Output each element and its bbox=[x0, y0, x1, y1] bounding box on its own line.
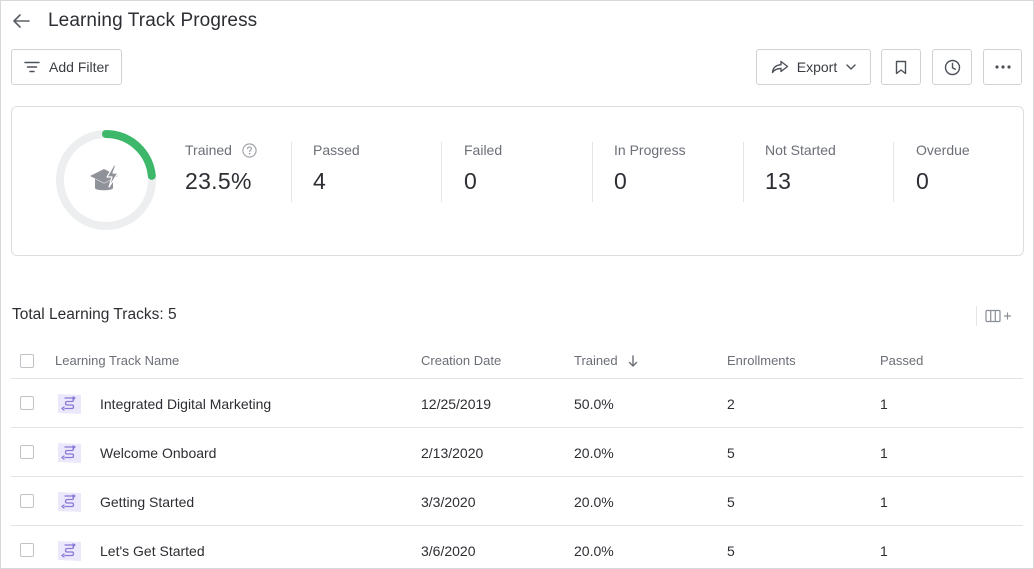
stat-label: In Progress bbox=[614, 142, 686, 158]
table-row[interactable]: Let's Get Started 3/6/2020 20.0% 5 1 bbox=[11, 526, 1023, 568]
back-button[interactable] bbox=[11, 11, 31, 31]
trained-percent: 20.0% bbox=[574, 543, 614, 559]
stat-value: 0 bbox=[614, 168, 628, 194]
enrollments-count: 5 bbox=[727, 494, 735, 510]
column-header-creation-date[interactable]: Creation Date bbox=[421, 353, 502, 368]
learning-track-icon bbox=[58, 541, 81, 561]
creation-date: 3/6/2020 bbox=[421, 543, 476, 559]
stat-overdue: Overdue 0 bbox=[916, 142, 970, 206]
schedule-button[interactable] bbox=[932, 49, 972, 85]
column-header-enrollments[interactable]: Enrollments bbox=[727, 353, 796, 368]
passed-count: 1 bbox=[880, 445, 888, 461]
more-options-button[interactable] bbox=[983, 49, 1022, 85]
arrow-left-icon bbox=[13, 14, 30, 28]
stat-label: Failed bbox=[464, 142, 503, 158]
stat-not-started: Not Started 13 bbox=[765, 142, 836, 206]
trained-percent: 20.0% bbox=[574, 445, 614, 461]
stat-in-progress: In Progress 0 bbox=[614, 142, 686, 206]
row-checkbox[interactable] bbox=[20, 396, 34, 410]
add-filter-button[interactable]: Add Filter bbox=[11, 49, 122, 85]
stat-label: Overdue bbox=[916, 142, 970, 158]
creation-date: 12/25/2019 bbox=[421, 396, 492, 412]
stat-label: Passed bbox=[313, 142, 360, 158]
passed-count: 1 bbox=[880, 396, 888, 412]
toolbar-divider bbox=[976, 306, 977, 326]
enrollments-count: 5 bbox=[727, 445, 735, 461]
stat-value: 4 bbox=[313, 168, 327, 194]
chevron-down-icon bbox=[846, 64, 856, 70]
stat-value: 23.5% bbox=[185, 168, 252, 194]
learning-track-icon bbox=[58, 394, 81, 414]
trained-percent: 20.0% bbox=[574, 494, 614, 510]
column-header-passed[interactable]: Passed bbox=[880, 353, 924, 368]
stat-divider bbox=[893, 142, 894, 202]
export-button[interactable]: Export bbox=[756, 49, 871, 85]
page-title: Learning Track Progress bbox=[48, 10, 258, 31]
trained-progress-ring bbox=[56, 130, 156, 230]
share-arrow-icon bbox=[771, 60, 788, 74]
add-column-button[interactable] bbox=[985, 306, 1015, 326]
track-name[interactable]: Getting Started bbox=[100, 494, 195, 510]
track-name[interactable]: Let's Get Started bbox=[100, 543, 205, 559]
passed-count: 1 bbox=[880, 543, 888, 559]
help-icon[interactable] bbox=[242, 142, 257, 158]
clock-icon bbox=[944, 59, 960, 75]
row-checkbox[interactable] bbox=[20, 494, 34, 508]
bookmark-button[interactable] bbox=[881, 49, 921, 85]
stat-value: 0 bbox=[916, 168, 930, 194]
select-all-checkbox[interactable] bbox=[20, 354, 34, 368]
column-header-trained-label: Trained bbox=[574, 353, 618, 368]
creation-date: 3/3/2020 bbox=[421, 494, 476, 510]
stat-label: Trained bbox=[185, 142, 232, 158]
row-checkbox[interactable] bbox=[20, 445, 34, 459]
passed-count: 1 bbox=[880, 494, 888, 510]
track-name[interactable]: Welcome Onboard bbox=[100, 445, 217, 461]
add-filter-label: Add Filter bbox=[49, 59, 109, 75]
row-checkbox[interactable] bbox=[20, 543, 34, 557]
enrollments-count: 5 bbox=[727, 543, 735, 559]
stats-card: Trained 23.5% Passed 4 Failed 0 bbox=[11, 106, 1024, 256]
graduation-cap-icon bbox=[90, 164, 119, 191]
stat-value: 0 bbox=[464, 168, 478, 194]
more-horizontal-icon bbox=[994, 65, 1011, 69]
stat-value: 13 bbox=[765, 168, 792, 194]
stat-passed: Passed 4 bbox=[313, 142, 360, 206]
export-label: Export bbox=[796, 59, 838, 75]
stat-failed: Failed 0 bbox=[464, 142, 502, 206]
column-header-name[interactable]: Learning Track Name bbox=[55, 353, 180, 368]
columns-add-icon bbox=[985, 309, 1012, 323]
trained-percent: 50.0% bbox=[574, 396, 614, 412]
table-row[interactable]: Getting Started 3/3/2020 20.0% 5 1 bbox=[11, 477, 1023, 526]
table-row[interactable]: Welcome Onboard 2/13/2020 20.0% 5 1 bbox=[11, 428, 1023, 477]
creation-date: 2/13/2020 bbox=[421, 445, 484, 461]
stat-divider bbox=[291, 142, 292, 202]
stat-trained: Trained 23.5% bbox=[185, 142, 257, 206]
bookmark-icon bbox=[895, 60, 907, 74]
table-header: Learning Track Name Creation Date Traine… bbox=[11, 343, 1023, 379]
learning-track-icon bbox=[58, 443, 81, 463]
stat-divider bbox=[592, 142, 593, 202]
table-row[interactable]: Integrated Digital Marketing 12/25/2019 … bbox=[11, 379, 1023, 428]
total-learning-tracks: Total Learning Tracks: 5 bbox=[12, 306, 177, 323]
stat-divider bbox=[441, 142, 442, 202]
page-header: Learning Track Progress bbox=[11, 9, 257, 33]
filter-icon bbox=[24, 61, 40, 73]
stat-label: Not Started bbox=[765, 142, 836, 158]
column-header-trained[interactable]: Trained bbox=[574, 353, 638, 368]
stat-divider bbox=[743, 142, 744, 202]
sort-down-arrow-icon bbox=[628, 354, 637, 367]
track-name[interactable]: Integrated Digital Marketing bbox=[100, 396, 272, 412]
enrollments-count: 2 bbox=[727, 396, 735, 412]
learning-track-icon bbox=[58, 492, 81, 512]
